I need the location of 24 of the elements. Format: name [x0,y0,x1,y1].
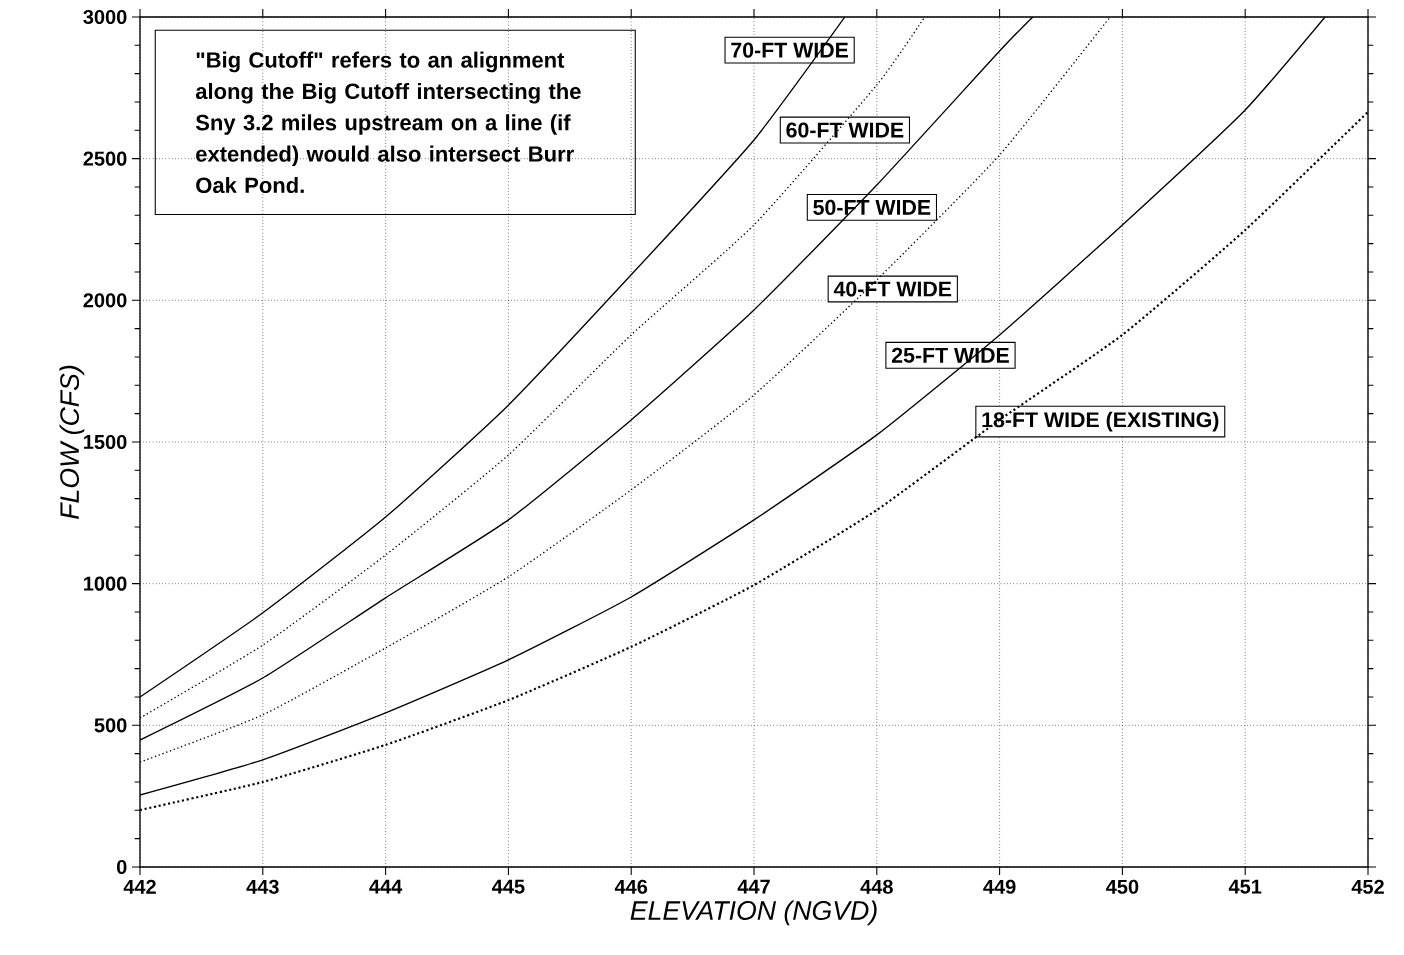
x-tick-label: 452 [1351,879,1384,894]
y-tick-label: 500 [94,718,127,733]
series-label: 18-FT WIDE (EXISTING) [982,411,1219,432]
y-tick-label: 2500 [83,151,127,166]
x-tick-label: 447 [737,879,770,894]
x-tick-label: 443 [246,879,279,894]
y-tick-label: 2000 [83,293,127,308]
y-tick-label: 1000 [84,576,127,591]
x-tick-label: 444 [369,879,403,894]
y-tick-label: 0 [116,859,127,875]
x-tick-label: 449 [983,879,1016,894]
x-tick-label: 450 [1106,879,1139,894]
y-axis-title: FLOW (CFS) [59,365,85,519]
x-axis-title: ELEVATION (NGVD) [630,900,877,926]
x-tick-label: 445 [492,879,525,894]
x-tick-label: 446 [614,879,648,894]
y-tick-label: 1500 [84,434,127,450]
x-tick-label: 448 [860,879,893,894]
y-tick-label: 3000 [83,9,127,25]
x-tick-label: 442 [123,879,156,894]
series-label: 40-FT WIDE [833,281,952,297]
series-label: 60-FT WIDE [786,122,904,138]
annotation: "Big Cutoff" refers to an alignment along the Big Cutoff intersecting the Sny 3.2 miles upstream on a line (if extended) would also intersect Burr Oak Pond. [195,51,581,194]
x-tick-label: 451 [1228,879,1262,894]
